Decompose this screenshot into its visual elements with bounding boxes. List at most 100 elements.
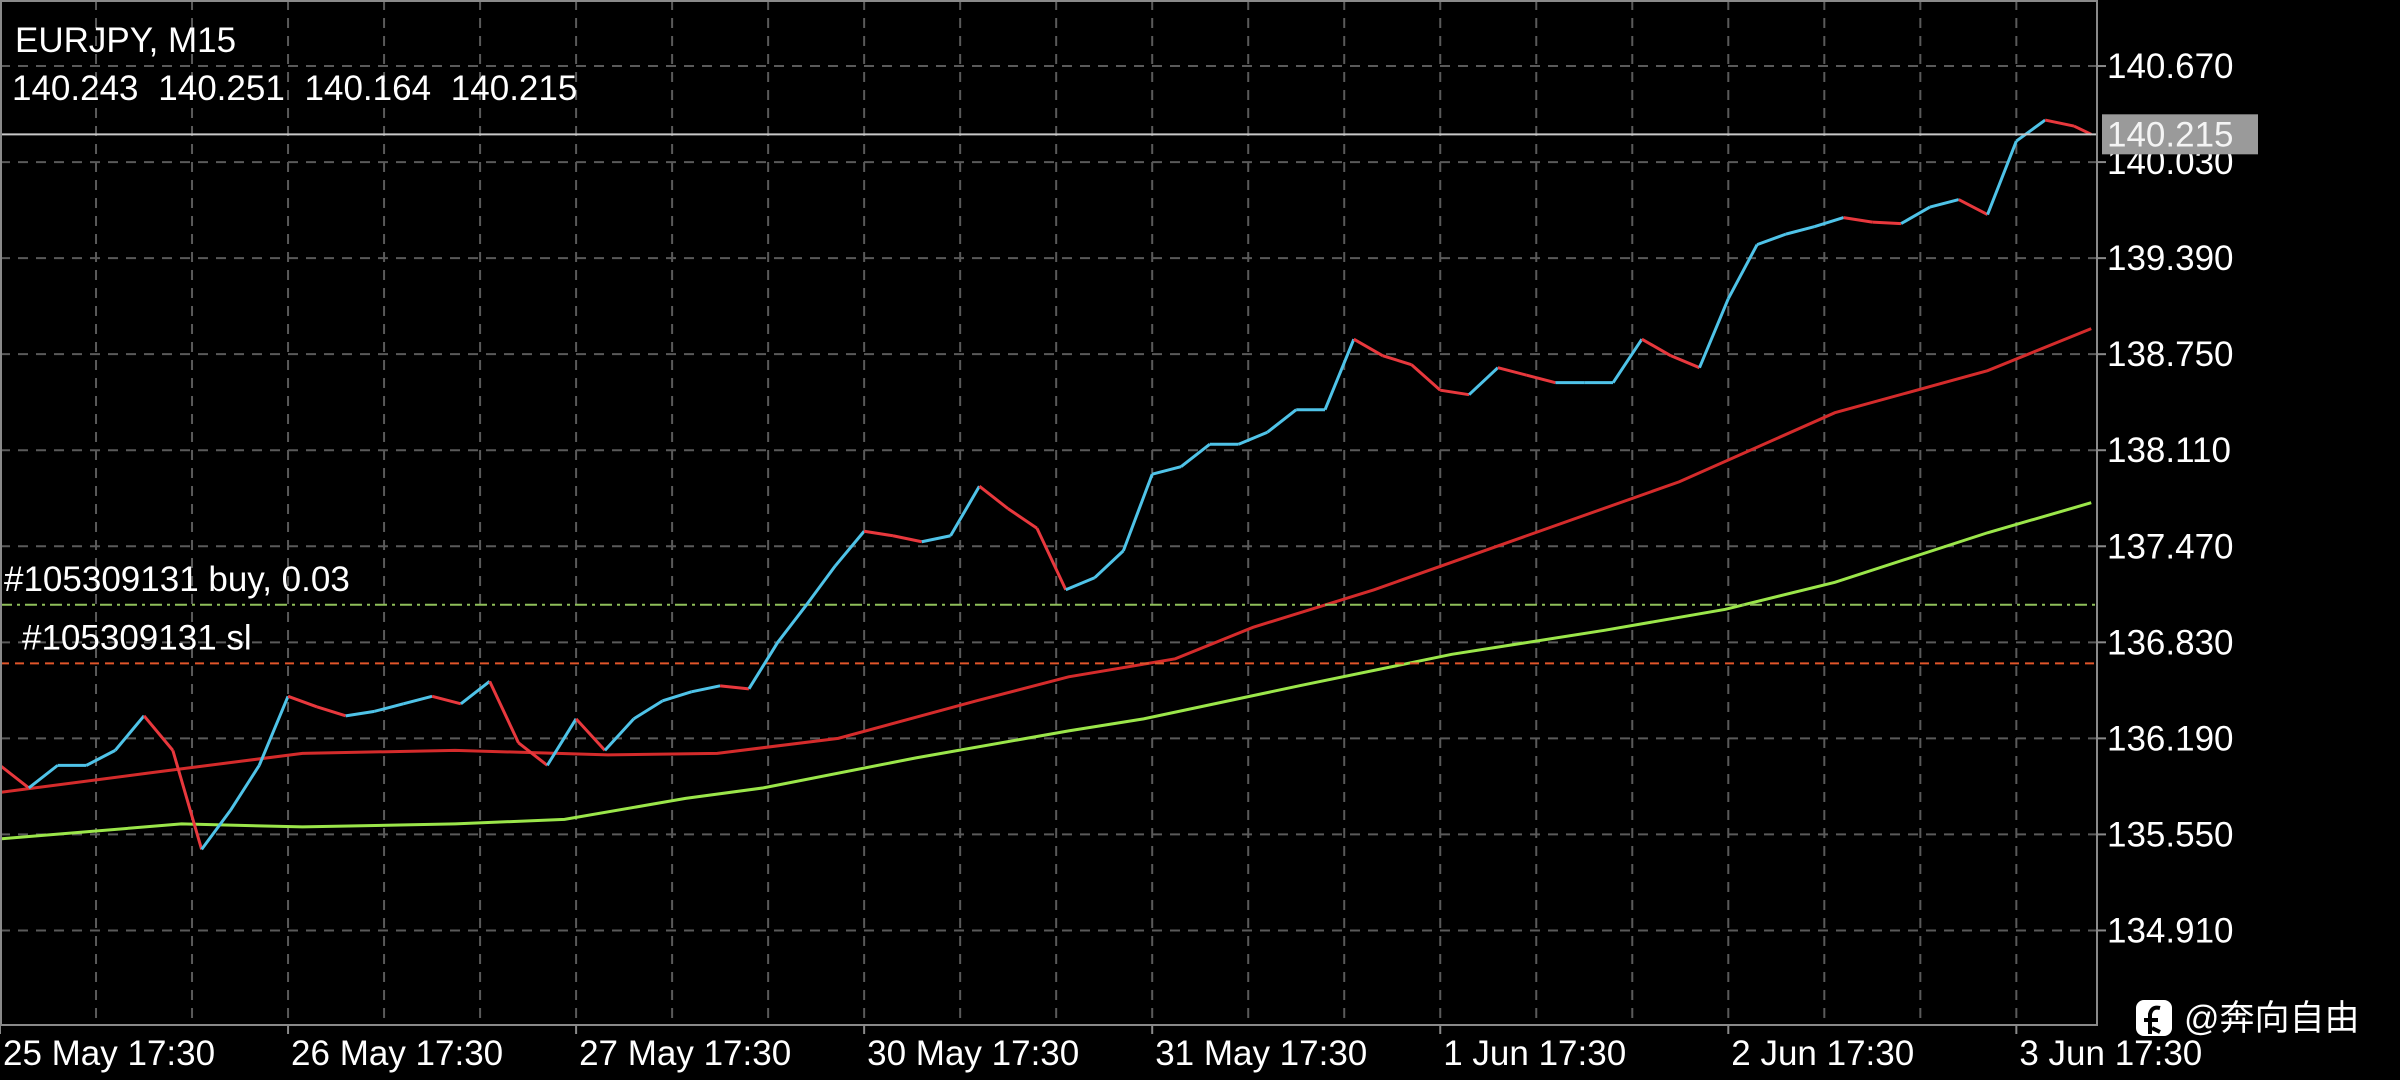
price-segment xyxy=(488,680,520,744)
price-segment xyxy=(1900,205,1931,225)
ohlc-high: 140.251 xyxy=(158,69,285,108)
price-segment xyxy=(1641,337,1672,357)
price-segment xyxy=(805,564,837,606)
price-segment xyxy=(863,529,894,538)
y-tick-label: 137.470 xyxy=(2107,527,2234,566)
price-segment xyxy=(2073,124,2092,136)
price-segment xyxy=(257,695,290,766)
price-segment xyxy=(1843,216,1873,224)
price-segment xyxy=(546,718,578,767)
price-segment xyxy=(1266,408,1298,434)
price-segment xyxy=(1121,473,1154,552)
x-tick-label: 25 May 17:30 xyxy=(3,1034,215,1073)
price-segment xyxy=(2015,118,2047,143)
price-segment xyxy=(1065,576,1096,592)
price-segment xyxy=(1410,363,1442,392)
price-segment xyxy=(1958,198,1989,216)
plot-frame xyxy=(0,0,2098,1026)
price-segment xyxy=(114,714,146,752)
price-segment xyxy=(574,717,607,752)
price-segment xyxy=(1238,430,1268,446)
price-segment xyxy=(374,702,404,713)
price-segment xyxy=(834,530,866,567)
ohlc-close: 140.215 xyxy=(451,69,578,108)
y-tick-label: 139.390 xyxy=(2107,239,2234,278)
order-label: #105309131 sl xyxy=(22,618,252,657)
x-tick-label: 31 May 17:30 xyxy=(1155,1034,1367,1073)
price-segment xyxy=(1353,337,1384,357)
price-segment xyxy=(1093,549,1125,579)
price-segment xyxy=(1035,527,1068,591)
price-segment xyxy=(776,603,808,644)
y-tick-label: 136.190 xyxy=(2107,719,2234,758)
price-segment xyxy=(287,694,318,709)
price-segment xyxy=(892,534,923,544)
price-segment xyxy=(662,690,692,703)
y-tick-label: 140.670 xyxy=(2107,47,2234,86)
price-segment xyxy=(402,694,433,706)
price-segment xyxy=(719,684,750,691)
price-segment xyxy=(1382,354,1412,367)
price-segment xyxy=(1611,338,1644,384)
watermark: @奔向自由 xyxy=(2136,999,2360,1038)
chart-title: EURJPY, M15 xyxy=(15,21,236,60)
x-tick-label: 2 Jun 17:30 xyxy=(1731,1034,1914,1073)
price-segment xyxy=(517,741,549,767)
price-segment xyxy=(1670,354,1701,370)
x-tick-label: 3 Jun 17:30 xyxy=(2019,1034,2202,1073)
price-segment xyxy=(1440,388,1470,397)
current-price-tag xyxy=(2102,114,2258,155)
price-segment xyxy=(747,641,780,690)
price-segment xyxy=(1497,366,1528,377)
price-segment xyxy=(2044,118,2075,128)
current-price-label: 140.215 xyxy=(2107,115,2234,154)
price-segment xyxy=(1007,507,1038,530)
price-segment xyxy=(1986,140,2018,216)
price-segment xyxy=(171,749,204,850)
moving-average-line xyxy=(0,501,2092,841)
price-segment xyxy=(1872,220,1902,226)
price-segment xyxy=(921,534,951,544)
price-segment xyxy=(1180,443,1211,468)
price-segment xyxy=(459,680,491,706)
price-segment xyxy=(345,709,375,718)
price-segment xyxy=(200,809,232,851)
y-tick-label: 135.550 xyxy=(2107,815,2234,854)
price-segment xyxy=(1929,198,1960,209)
plot xyxy=(0,118,2097,851)
price-segment xyxy=(229,764,261,812)
price-segment xyxy=(27,764,59,790)
ohlc-text: 140.243 140.251 140.164 140.215 xyxy=(12,69,577,108)
x-tick-label: 30 May 17:30 xyxy=(867,1034,1079,1073)
price-segment xyxy=(0,764,30,790)
x-tick-label: 27 May 17:30 xyxy=(579,1034,791,1073)
price-segment xyxy=(431,694,462,706)
moving-average-line xyxy=(0,327,2092,794)
price-segment xyxy=(1756,232,1787,247)
price-segment xyxy=(142,714,174,752)
y-tick-label: 138.110 xyxy=(2107,431,2231,470)
ohlc-open: 140.243 xyxy=(12,69,139,108)
y-tick-label: 136.830 xyxy=(2107,623,2234,662)
x-tick-label: 26 May 17:30 xyxy=(291,1034,503,1073)
price-segment xyxy=(1785,225,1816,236)
price-segment xyxy=(1726,243,1759,300)
price-segment xyxy=(1814,216,1844,229)
price-segment xyxy=(603,717,635,752)
price-segment xyxy=(1468,366,1499,396)
price-segment xyxy=(1151,465,1182,476)
x-tick-label: 1 Jun 17:30 xyxy=(1443,1034,1626,1073)
price-segment xyxy=(949,485,981,537)
price-segment xyxy=(1323,338,1356,411)
price-segment xyxy=(632,699,664,721)
price-segment xyxy=(1698,298,1730,369)
ohlc-low: 140.164 xyxy=(305,69,432,108)
y-tick-label: 138.750 xyxy=(2107,335,2234,374)
grid xyxy=(0,0,2097,1025)
order-label: #105309131 buy, 0.03 xyxy=(4,560,350,599)
watermark-text: @奔向自由 xyxy=(2184,999,2360,1038)
y-tick-label: 134.910 xyxy=(2107,911,2234,950)
watermark-logo-glyph xyxy=(2144,1005,2161,1034)
